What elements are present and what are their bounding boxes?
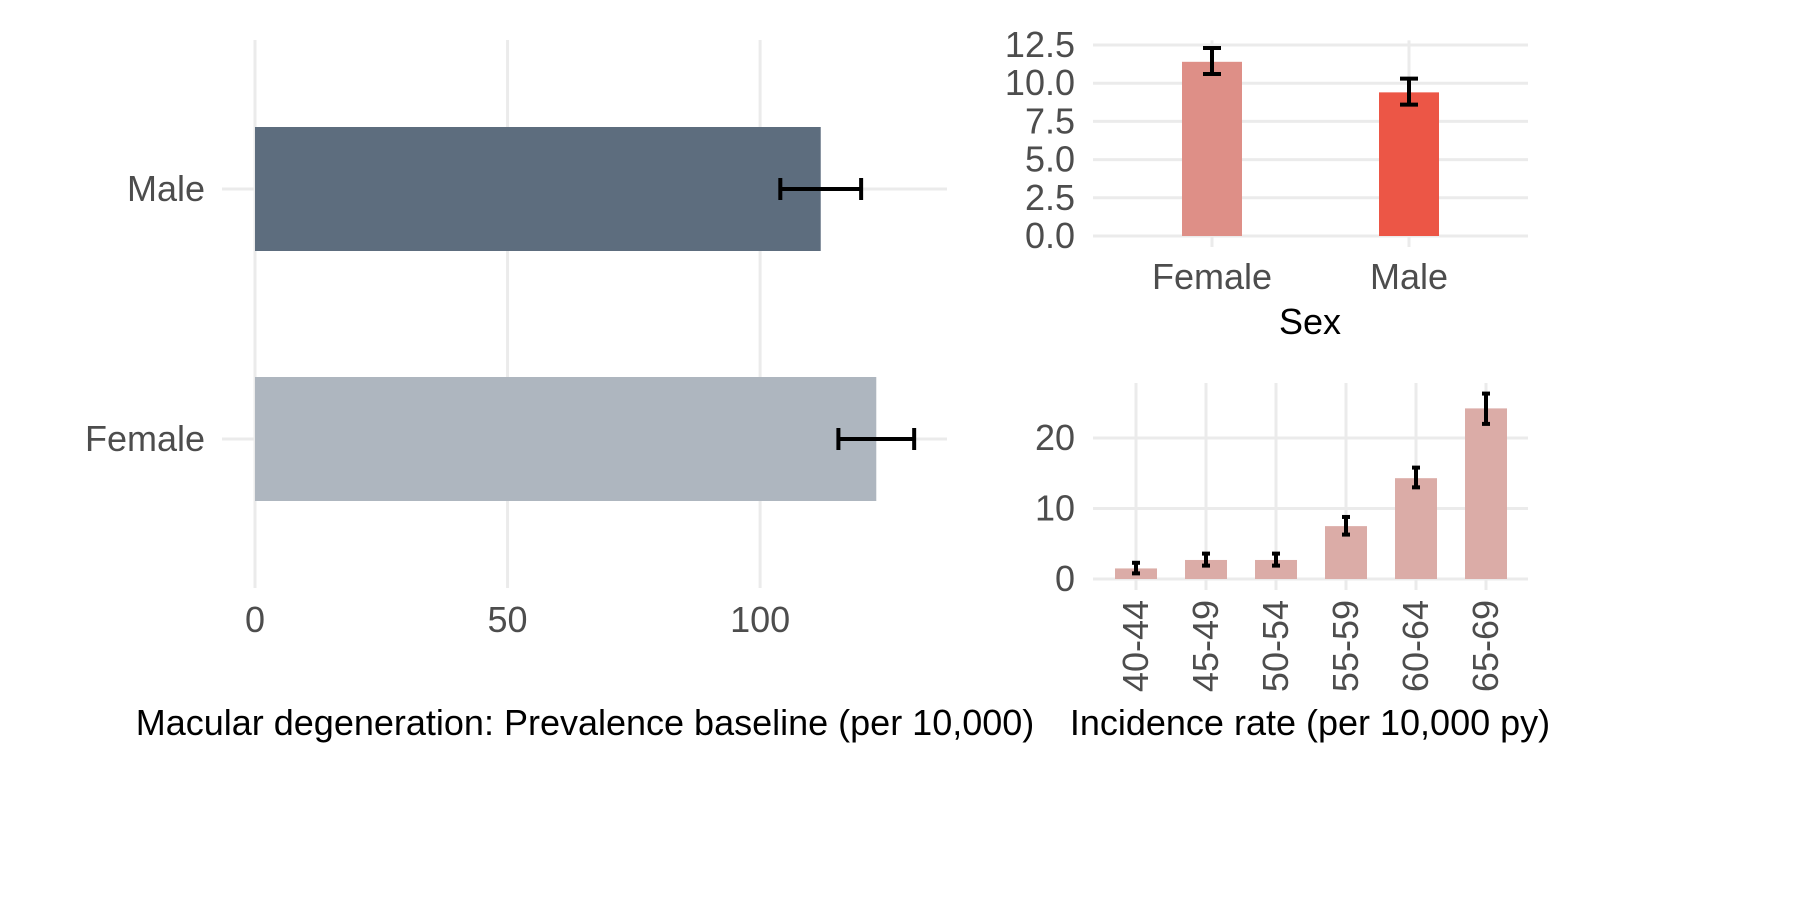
sex-bar-female (1182, 61, 1242, 236)
sex-x-axis-title: Sex (1279, 301, 1341, 342)
prevalence-chart: Male Female 0 50 100 Macular degeneration: Pr… (85, 40, 1034, 743)
sex-bar-male (1379, 92, 1439, 236)
age-x-tick-label: 45-49 (1185, 600, 1226, 692)
prev-category-label: Female (85, 418, 205, 459)
prev-bar-male (255, 127, 821, 251)
prev-x-tick-label: 50 (488, 599, 528, 640)
sex-x-tick-label: Female (1152, 256, 1272, 297)
age-x-tick-label: 60-64 (1395, 600, 1436, 692)
age-bar-60-64 (1395, 478, 1437, 579)
age-y-tick-label: 20 (1035, 417, 1075, 458)
incidence-by-sex-chart: 0.02.55.07.510.012.5 Female Male Sex (1005, 24, 1528, 342)
age-x-tick-label: 40-44 (1115, 600, 1156, 692)
sex-y-tick-label: 5.0 (1025, 139, 1075, 180)
prev-bar-female (255, 377, 877, 501)
age-x-tick-label: 50-54 (1255, 600, 1296, 692)
age-x-tick-label: 65-69 (1465, 600, 1506, 692)
age-x-tick-label: 55-59 (1325, 600, 1366, 692)
prev-x-axis-title: Macular degeneration: Prevalence baselin… (136, 702, 1035, 743)
prev-x-tick-label: 0 (245, 599, 265, 640)
prev-category-label: Male (127, 168, 205, 209)
sex-y-tick-label: 10.0 (1005, 62, 1075, 103)
sex-y-tick-label: 12.5 (1005, 24, 1075, 65)
sex-x-tick-label: Male (1370, 256, 1448, 297)
sex-y-tick-label: 2.5 (1025, 177, 1075, 218)
sex-y-tick-label: 7.5 (1025, 100, 1075, 141)
age-y-tick-label: 10 (1035, 488, 1075, 529)
incidence-by-age-chart: 0 10 20 40-44 45-49 50-54 55-59 60-64 65-69 Incid… (1035, 383, 1550, 743)
sex-y-tick-label: 0.0 (1025, 215, 1075, 256)
age-bar-45-49 (1185, 559, 1227, 579)
age-x-axis-title: Incidence rate (per 10,000 py) (1070, 702, 1550, 743)
age-y-tick-label: 0 (1055, 558, 1075, 599)
age-bar-50-54 (1255, 559, 1297, 579)
prev-x-tick-label: 100 (730, 599, 790, 640)
age-bar-65-69 (1465, 408, 1507, 579)
